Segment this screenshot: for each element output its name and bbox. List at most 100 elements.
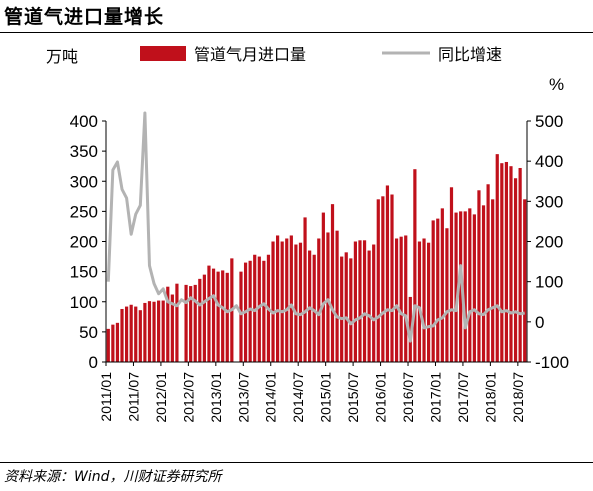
- y-right-tick-label: 300: [535, 192, 563, 211]
- bar: [202, 274, 206, 362]
- bar: [449, 187, 454, 362]
- bar: [211, 268, 216, 362]
- source-note: 资料来源：Wind，川财证券研究所: [4, 469, 222, 485]
- bar: [115, 322, 120, 362]
- y-left-tick-label: 250: [70, 202, 98, 221]
- y-left-tick-label: 350: [70, 142, 98, 161]
- bar: [417, 241, 422, 362]
- bar: [294, 244, 298, 362]
- bar: [312, 254, 316, 362]
- x-tick-label: 2014/07: [290, 372, 306, 423]
- bar: [193, 284, 197, 362]
- growth-line: [106, 111, 525, 343]
- bar: [376, 199, 380, 362]
- bar: [349, 258, 353, 362]
- bar: [157, 300, 161, 362]
- bar: [298, 242, 303, 362]
- bar: [317, 238, 321, 362]
- y-left-tick-label: 150: [70, 263, 98, 282]
- y-right-tick-label: 400: [535, 152, 563, 171]
- bar: [166, 286, 170, 362]
- y-right-tick-label: 100: [535, 273, 563, 292]
- bar: [276, 235, 280, 362]
- bar: [271, 241, 275, 362]
- x-tick-label: 2016/01: [373, 372, 389, 423]
- bar: [239, 271, 243, 363]
- x-tick-label: 2014/01: [263, 372, 279, 423]
- y-left-tick-label: 300: [70, 172, 98, 191]
- bar: [513, 178, 518, 362]
- bar: [321, 212, 325, 362]
- y-left-tick-label: 50: [79, 323, 98, 342]
- bar: [454, 212, 458, 362]
- bar: [138, 310, 142, 362]
- bar: [124, 306, 129, 362]
- bar: [427, 242, 431, 362]
- bar: [170, 294, 174, 362]
- y-left-tick-label: 400: [70, 112, 98, 131]
- bar: [161, 300, 165, 362]
- bar: [120, 308, 124, 362]
- bar: [289, 235, 293, 362]
- legend-line-label: 同比增速: [438, 45, 502, 64]
- bar: [472, 214, 476, 362]
- legend-bar-label: 管道气月进口量: [194, 45, 306, 64]
- bar: [523, 199, 527, 362]
- bar: [303, 217, 307, 362]
- bar: [248, 260, 252, 362]
- bar: [440, 208, 444, 362]
- bar: [372, 244, 376, 362]
- x-tick-label: 2011/01: [98, 372, 114, 422]
- bar: [381, 196, 385, 362]
- bar: [198, 278, 202, 362]
- bar: [436, 218, 440, 362]
- x-tick-label: 2017/07: [455, 372, 471, 423]
- y-right-unit: %: [549, 75, 564, 94]
- bar: [413, 169, 417, 362]
- bar: [221, 270, 225, 362]
- bar: [509, 166, 513, 362]
- bar: [143, 302, 147, 362]
- bar: [262, 260, 266, 362]
- bar: [477, 190, 481, 362]
- bar: [518, 167, 522, 362]
- y-left-unit: 万吨: [46, 47, 78, 66]
- bar: [362, 240, 367, 362]
- bar: [175, 283, 179, 362]
- x-tick-label: 2017/01: [427, 372, 443, 423]
- page-title: 管道气进口量增长: [4, 6, 165, 28]
- bar: [468, 208, 472, 362]
- bar: [335, 230, 339, 362]
- bar: [106, 328, 110, 362]
- bar: [390, 194, 394, 362]
- bar: [431, 220, 435, 362]
- y-left-tick-label: 0: [89, 353, 98, 372]
- footer-rule: [0, 462, 593, 463]
- bar: [445, 228, 449, 362]
- bar: [330, 204, 335, 362]
- bar: [353, 241, 357, 362]
- y-right-tick-label: 500: [535, 112, 563, 131]
- bar: [257, 256, 261, 362]
- bar: [481, 205, 486, 362]
- bar: [463, 211, 467, 363]
- bar: [207, 265, 211, 362]
- bar: [399, 236, 403, 362]
- x-tick-label: 2016/07: [400, 372, 416, 423]
- bar: [147, 301, 152, 362]
- y-left-tick-label: 100: [70, 293, 98, 312]
- bar: [385, 185, 390, 362]
- x-tick-label: 2018/01: [482, 372, 498, 423]
- bar: [459, 211, 463, 363]
- bar: [280, 241, 284, 362]
- x-tick-label: 2018/07: [510, 372, 526, 423]
- bar: [129, 304, 133, 362]
- bar: [308, 250, 312, 362]
- y-left-tick-label: 200: [70, 233, 98, 252]
- y-right-tick-label: -100: [535, 353, 569, 372]
- bar: [189, 286, 193, 362]
- y-right-tick-label: 0: [535, 313, 544, 332]
- bar: [495, 154, 499, 362]
- bar: [225, 272, 229, 362]
